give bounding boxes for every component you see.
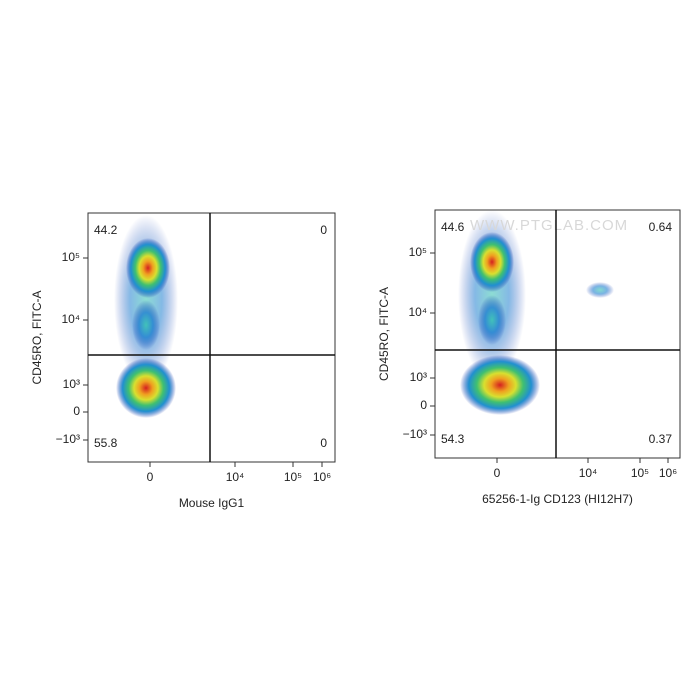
x-axis-label: 65256-1-Ig CD123 (HI12H7): [482, 492, 633, 506]
quadrant-value: 0.37: [649, 432, 673, 446]
density-cloud: [458, 210, 614, 415]
y-tick-label: 10⁵: [62, 250, 80, 264]
quadrant-value: 0: [320, 436, 327, 450]
quadrant-value: 54.3: [441, 432, 465, 446]
y-tick-label: 10⁵: [409, 245, 427, 259]
watermark: WWW.PTGLAB.COM: [470, 217, 628, 234]
x-tick-label: 10⁴: [579, 466, 598, 480]
y-tick-label: 10⁴: [408, 305, 427, 319]
x-tick-label: 10⁵: [631, 466, 649, 480]
quadrant-value: 0.64: [649, 220, 673, 234]
quadrant-value: 44.6: [441, 220, 465, 234]
x-tick-label: 10⁵: [284, 470, 302, 484]
y-tick-label: 10⁴: [61, 312, 80, 326]
x-tick-label: 10⁶: [659, 466, 677, 480]
quadrant-value: 0: [320, 223, 327, 237]
plot-frame: [434, 209, 681, 459]
y-axis-label: CD45RO, FITC-A: [30, 290, 44, 384]
y-axis-label: CD45RO, FITC-A: [377, 287, 391, 381]
y-tick-label: 0: [420, 398, 427, 412]
y-tick-label: 10³: [410, 370, 427, 384]
quadrant-value: 55.8: [94, 436, 118, 450]
plot-frame: [87, 212, 336, 463]
y-tick-label: −10³: [403, 427, 427, 441]
x-tick-label: 10⁴: [226, 470, 245, 484]
y-tick-label: −10³: [56, 432, 80, 446]
y-tick-label: 10³: [63, 377, 80, 391]
x-tick-label: 0: [494, 466, 501, 480]
x-tick-label: 0: [147, 470, 154, 484]
density-cloud: [114, 215, 178, 418]
x-axis-label: Mouse IgG1: [179, 496, 245, 510]
x-tick-label: 10⁶: [313, 470, 331, 484]
quadrant-value: 44.2: [94, 223, 118, 237]
y-tick-label: 0: [73, 404, 80, 418]
